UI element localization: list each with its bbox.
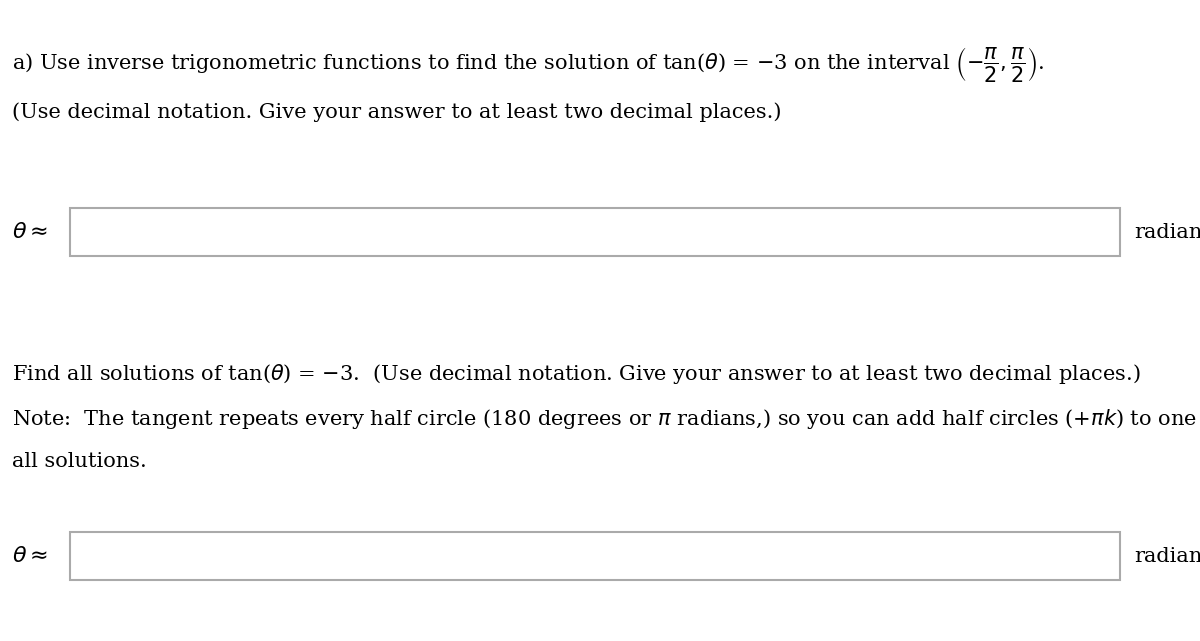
Text: radians: radians (1134, 547, 1200, 565)
Text: $\theta \approx$: $\theta \approx$ (12, 545, 48, 567)
Text: radians: radians (1134, 223, 1200, 242)
Text: (Use decimal notation. Give your answer to at least two decimal places.): (Use decimal notation. Give your answer … (12, 103, 781, 122)
Text: $\theta \approx$: $\theta \approx$ (12, 221, 48, 244)
FancyBboxPatch shape (70, 208, 1120, 256)
Text: a) Use inverse trigonometric functions to find the solution of tan($\theta$) = $: a) Use inverse trigonometric functions t… (12, 45, 1044, 84)
Text: Find all solutions of tan($\theta$) = $-$3.  (Use decimal notation. Give your an: Find all solutions of tan($\theta$) = $-… (12, 362, 1140, 386)
Text: all solutions.: all solutions. (12, 452, 146, 471)
Text: Note:  The tangent repeats every half circle (180 degrees or $\pi$ radians,) so : Note: The tangent repeats every half cir… (12, 407, 1200, 431)
FancyBboxPatch shape (70, 532, 1120, 580)
